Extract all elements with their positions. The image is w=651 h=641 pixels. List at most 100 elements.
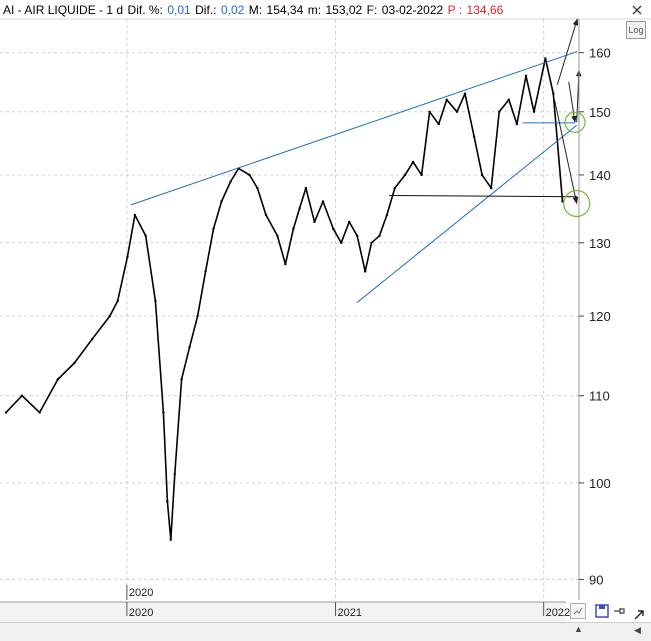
price-point [332, 227, 335, 231]
price-point [463, 92, 467, 95]
price-point [284, 262, 287, 266]
price-point [298, 207, 301, 210]
y-axis: 90 100 110 120 130 140 150 160 [579, 46, 611, 587]
header-symbol: AI [3, 3, 15, 17]
header-f-value: 03-02-2022 [381, 3, 444, 17]
price-point [507, 98, 511, 101]
price-point [385, 213, 389, 217]
lower-trendline [356, 124, 578, 303]
price-point [552, 92, 555, 95]
price-point [229, 180, 232, 183]
save-icon[interactable] [594, 603, 610, 619]
price-point [378, 234, 381, 237]
price-point [20, 394, 24, 397]
header-dif-value: 0,02 [220, 3, 245, 17]
x-tick-label: 2021 [338, 607, 362, 619]
price-point [532, 110, 536, 113]
price-point [248, 173, 251, 177]
price-point [321, 200, 325, 203]
price-point [370, 241, 373, 244]
price-point [411, 160, 415, 164]
pin-icon[interactable] [611, 603, 627, 619]
price-point [220, 200, 223, 203]
price-point [162, 411, 165, 414]
price-point [133, 213, 137, 217]
price-point [356, 234, 359, 237]
price-point [428, 110, 431, 113]
price-point [256, 186, 259, 190]
price-point [126, 255, 129, 259]
projection-arrow [556, 18, 579, 85]
price-point [348, 220, 351, 224]
price-point [204, 270, 207, 273]
price-point [38, 411, 41, 414]
header-name: AIR LIQUIDE [24, 3, 96, 17]
price-point [544, 57, 547, 60]
zoom-icon[interactable] [570, 603, 586, 619]
price-point [212, 227, 215, 231]
price-point [264, 213, 268, 217]
y-tick-label: 110 [589, 389, 610, 404]
header-dif-pct-value: 0,01 [167, 3, 191, 17]
header-m-label: M: [248, 3, 263, 17]
header-p-label: P : [447, 3, 463, 17]
grid [0, 19, 579, 600]
price-point [292, 227, 295, 231]
header-p-value: 134,66 [466, 3, 504, 17]
y-tick-label: 160 [589, 46, 611, 61]
price-point [169, 538, 172, 541]
bottom-strip [0, 622, 651, 641]
price-point [363, 270, 367, 273]
y-tick-label: 120 [589, 309, 611, 324]
price-point [188, 345, 191, 349]
price-point [561, 200, 564, 203]
header-dif-pct-label: Dif. %: [127, 3, 163, 17]
upper-trendline [130, 51, 578, 206]
header-interval: 1 d [106, 3, 124, 17]
scroll-marker-icon: ◀ [634, 625, 641, 635]
chart-annotations [130, 18, 591, 303]
projection-arrow [553, 99, 579, 205]
price-point [4, 411, 8, 414]
price-series-line [5, 57, 564, 541]
price-point [116, 299, 119, 303]
price-point [393, 186, 397, 190]
price-point [497, 110, 501, 113]
price-point [472, 135, 476, 138]
x-tick-label: 2022 [546, 607, 570, 619]
x-tick-label: 2020 [129, 607, 153, 619]
close-icon[interactable] [630, 3, 644, 17]
x-tick-label-top: 2020 [129, 587, 153, 599]
price-point [173, 472, 176, 476]
target-circle [564, 111, 586, 133]
price-point [455, 110, 459, 113]
scroll-marker-icon: ▲ [574, 624, 583, 634]
price-point [489, 186, 493, 190]
price-point [313, 220, 316, 224]
y-tick-label: 90 [589, 572, 603, 587]
log-scale-button[interactable]: Log [626, 21, 646, 39]
projection-arrow [568, 81, 577, 123]
price-line [4, 57, 564, 541]
x-axis: 2020 2021 2022 [126, 585, 570, 619]
price-point [196, 314, 199, 318]
price-point [90, 338, 94, 341]
y-tick-label: 100 [589, 476, 611, 491]
price-point [276, 234, 279, 237]
y-tick-label: 150 [589, 105, 611, 120]
price-point [144, 234, 147, 237]
price-point [154, 299, 157, 303]
arrow-icon[interactable] [631, 606, 647, 622]
header-m-value: 154,34 [266, 3, 304, 17]
y-tick-label: 140 [589, 168, 611, 183]
header-separator: - [95, 3, 107, 17]
price-point [437, 122, 440, 126]
price-point [108, 314, 111, 318]
target-circle [563, 189, 591, 218]
header-separator: - [14, 3, 25, 17]
header-f-label: F: [366, 3, 378, 17]
price-point [445, 98, 448, 101]
header-dif-label: Dif.: [195, 3, 217, 17]
y-tick-label: 130 [589, 236, 611, 251]
